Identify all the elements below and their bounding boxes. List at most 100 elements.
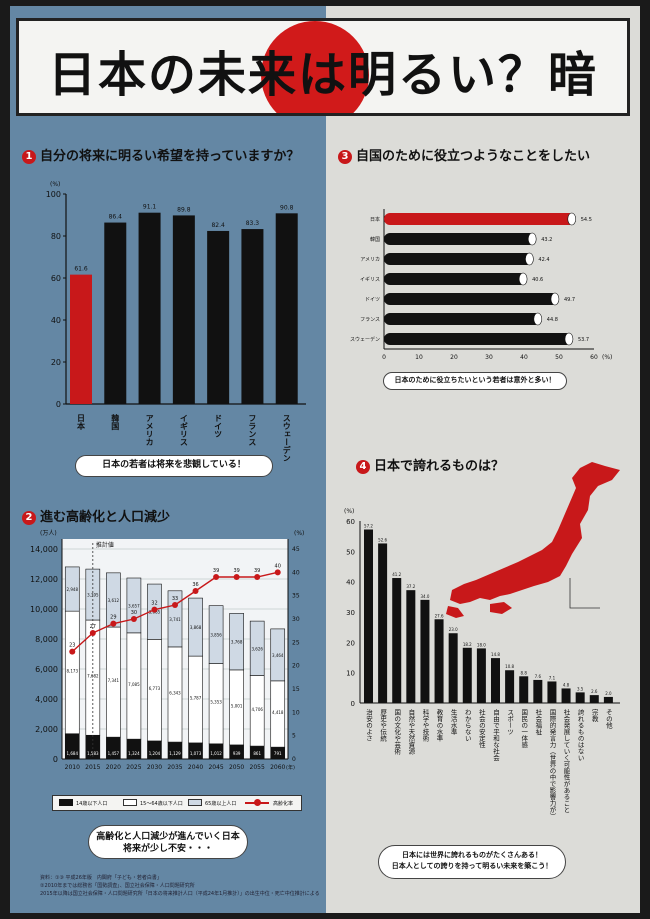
chart4-category-label: 社会福祉 bbox=[534, 708, 542, 737]
chart1-bar bbox=[104, 222, 127, 404]
chart4-bar bbox=[448, 633, 458, 703]
chart1-category-label: フランス bbox=[248, 414, 257, 446]
chart3-bar bbox=[384, 273, 527, 285]
chart2-working-label: 4,706 bbox=[251, 707, 263, 712]
chart4-bar bbox=[603, 696, 613, 703]
chart4-y-tick-label: 30 bbox=[346, 609, 355, 617]
chart1-bar bbox=[275, 213, 298, 404]
chart2-left-tick-label: 0 bbox=[53, 755, 58, 764]
chart3-bar bbox=[384, 233, 536, 245]
chart2-aging-rate-label: 40 bbox=[275, 563, 281, 569]
chart1-y-unit: (%) bbox=[50, 181, 60, 188]
chart4-y-tick-label: 40 bbox=[346, 579, 355, 587]
chart2-right-tick-label: 5 bbox=[292, 733, 296, 740]
title-part-1: 日本の未来 bbox=[47, 47, 298, 103]
section2-bubble: 高齢化と人口減少が進んでいく日本 将来が少し不安・・・ bbox=[88, 825, 248, 859]
right-panel-background bbox=[326, 6, 640, 913]
chart1-bar bbox=[207, 230, 230, 404]
chart2-elderly-label: 3,657 bbox=[128, 603, 140, 608]
section4-bubble: 日本には世界に誇れるものがたくさんある！ 日本人としての誇りを持って明るい未来を… bbox=[378, 845, 566, 879]
chart2-elderly-label: 2,948 bbox=[67, 587, 79, 592]
chart3-x-unit: (%) bbox=[602, 354, 612, 361]
page-title: 日本の未来は明るい？暗い？ bbox=[19, 35, 627, 113]
chart2-bar-elderly bbox=[249, 620, 265, 676]
chart4-bar bbox=[378, 543, 388, 703]
chart3-value-label: 44.8 bbox=[547, 317, 558, 323]
chart1-category-label: 日本 bbox=[77, 414, 86, 431]
chart2-right-tick-label: 40 bbox=[292, 569, 300, 576]
chart2-bar-child bbox=[147, 740, 162, 760]
chart2-right-tick-label: 15 bbox=[292, 686, 300, 693]
chart4-category-label: 社会の安定性 bbox=[477, 708, 485, 750]
chart3-bar-end bbox=[527, 232, 537, 246]
chart4-bar bbox=[533, 679, 543, 703]
chart3-serve-country: 0 10 20 30 40 50 60 (%) 日本 54.5 韓国 43.2 アメリカ 42.4 イギリス… bbox=[350, 209, 612, 361]
chart3-x-tick-label: 50 bbox=[555, 354, 563, 361]
legend-elderly-label: 65歳以上人口 bbox=[205, 801, 237, 807]
chart1-category-label: ドイツ bbox=[214, 414, 223, 438]
chart2-elderly-label: 3,612 bbox=[108, 598, 120, 603]
chart1-value-label: 86.4 bbox=[109, 214, 123, 221]
chart4-value-label: 10.8 bbox=[505, 664, 514, 669]
chart4-category-label: 治安のよさ bbox=[365, 708, 373, 743]
chart2-working-label: 7,085 bbox=[128, 682, 140, 687]
chart1-y-tick-label: 60 bbox=[51, 274, 61, 283]
chart4-category-label: 生活水準 bbox=[449, 708, 457, 737]
chart1-value-label: 91.1 bbox=[143, 204, 157, 211]
chart2-bar-elderly bbox=[208, 605, 224, 664]
section3-bubble: 日本のために役立ちたいという若者は意外と多い！ bbox=[383, 372, 567, 390]
chart2-right-tick-label: 45 bbox=[292, 546, 300, 553]
chart4-bar bbox=[561, 688, 571, 703]
chart4-y-unit: (%) bbox=[344, 508, 354, 515]
footnote-3: 2015年以降は国立社会保障・人口問題研究所「日本の将来推計人口（平成24年1月… bbox=[40, 891, 320, 897]
chart2-x-tick-label: 2050 bbox=[229, 764, 244, 771]
section2-title: 進む高齢化と人口減少 bbox=[40, 510, 171, 525]
chart4-value-label: 2.6 bbox=[591, 689, 598, 694]
chart2-legend: 14歳以下人口 15～64歳以下人口 65歳以上人口 高齢化率 bbox=[52, 795, 302, 811]
chart2-bar-elderly bbox=[167, 590, 183, 648]
chart1-youth-hope: (%) 0 20 40 60 80 100 61.6 日本 86.4 韓国 91.1 アメリカ 89.8 イ… bbox=[46, 181, 306, 462]
chart4-value-label: 23.0 bbox=[449, 627, 458, 632]
section4-number-badge: 4 bbox=[356, 460, 370, 474]
chart2-x-tick-label: 2015 bbox=[85, 764, 100, 771]
legend-swatch-elderly bbox=[188, 799, 202, 806]
chart2-bar-elderly bbox=[188, 597, 203, 657]
chart1-category-label: イギリス bbox=[179, 414, 188, 446]
chart2-right-tick-label: 30 bbox=[292, 616, 300, 623]
footnote-2: ②2010年までは総務省「国勢調査」、国立社会保障・人口問題研究所 bbox=[40, 883, 195, 889]
chart2-working-label: 5,787 bbox=[190, 696, 202, 701]
chart4-bar bbox=[420, 599, 430, 703]
chart2-aging-rate-point bbox=[89, 630, 96, 636]
legend-dot-aging-rate bbox=[254, 799, 261, 806]
chart4-bar bbox=[505, 670, 515, 703]
chart2-left-tick-label: 4,000 bbox=[35, 695, 58, 704]
chart2-aging-rate-label: 27 bbox=[90, 624, 96, 630]
chart3-x-tick-label: 40 bbox=[520, 354, 528, 361]
chart4-bar bbox=[392, 578, 402, 703]
chart1-value-label: 83.3 bbox=[246, 220, 260, 227]
section1-bubble: 日本の若者は将来を悲観している！ bbox=[75, 455, 273, 477]
chart2-left-tick-label: 8,000 bbox=[35, 635, 58, 644]
chart3-x-tick-label: 0 bbox=[382, 354, 386, 361]
section1-title: 自分の将来に明るい希望を持っていますか？ bbox=[40, 149, 300, 164]
title-part-3: るい？暗い？ bbox=[398, 47, 599, 103]
chart3-value-label: 43.2 bbox=[541, 237, 552, 243]
chart1-value-label: 82.4 bbox=[211, 222, 225, 229]
chart4-category-label: スポーツ bbox=[506, 709, 514, 735]
chart2-right-unit: (%) bbox=[294, 530, 304, 537]
chart3-category-label: 日本 bbox=[370, 216, 380, 223]
chart2-aging-rate-point bbox=[213, 574, 220, 580]
chart2-x-tick-label: 2035 bbox=[167, 764, 182, 771]
chart4-bar bbox=[519, 676, 529, 703]
footnote-1: 資料：①③ 平成26年版 内閣府「子ども・若者白書」 bbox=[40, 875, 162, 881]
chart2-elderly-label: 3,768 bbox=[231, 640, 243, 645]
chart2-bar-elderly bbox=[270, 628, 286, 682]
chart4-value-label: 8.8 bbox=[521, 670, 528, 675]
chart2-elderly-label: 3,856 bbox=[210, 633, 222, 638]
chart4-y-tick-label: 10 bbox=[346, 670, 355, 678]
chart2-aging-rate-label: 39 bbox=[213, 568, 219, 574]
chart2-x-tick-label: 2020 bbox=[106, 764, 121, 771]
chart3-bar-end bbox=[564, 332, 574, 346]
chart2-aging-rate-label: 23 bbox=[69, 643, 75, 649]
legend-swatch-working bbox=[123, 799, 137, 806]
